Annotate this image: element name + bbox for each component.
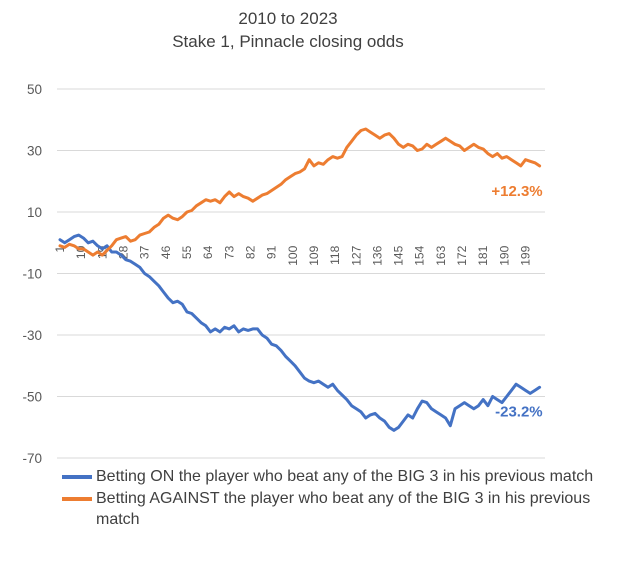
x-tick-label: 136 bbox=[370, 245, 384, 265]
y-tick-label: -30 bbox=[22, 328, 42, 343]
x-tick-label: 145 bbox=[392, 245, 406, 265]
y-tick-label: 30 bbox=[27, 144, 42, 159]
chart-subtitle: Stake 1, Pinnacle closing odds bbox=[172, 32, 404, 51]
legend-swatch-against bbox=[62, 497, 92, 501]
x-tick-label: 190 bbox=[497, 245, 511, 265]
series-line-on bbox=[58, 233, 542, 432]
x-tick-label: 109 bbox=[307, 245, 321, 265]
x-tick-label: 55 bbox=[180, 245, 194, 259]
y-tick-label: 50 bbox=[27, 82, 42, 97]
y-tick-label: -70 bbox=[22, 451, 42, 466]
chart-title: 2010 to 2023 bbox=[238, 9, 337, 28]
legend-label-against: Betting AGAINST the player who beat any … bbox=[96, 490, 591, 528]
legend-label-on: Betting ON the player who beat any of th… bbox=[96, 468, 594, 485]
x-tick-label: 172 bbox=[455, 245, 469, 265]
x-tick-label: 91 bbox=[265, 245, 279, 259]
y-tick-label: 10 bbox=[27, 205, 42, 220]
x-tick-label: 199 bbox=[519, 245, 533, 265]
x-tick-label: 118 bbox=[328, 245, 342, 264]
legend-item-against: Betting AGAINST the player who beat any … bbox=[62, 488, 607, 530]
x-axis-tick-labels: 1 10 19 28 37 46 55 64 73 82 91 100 109 118 127 136 145 1… bbox=[53, 245, 533, 265]
series-end-labels: -23.2% +12.3% bbox=[491, 183, 542, 420]
x-tick-label: 19 bbox=[95, 245, 109, 259]
x-tick-label: 100 bbox=[286, 245, 300, 265]
legend-swatch-on bbox=[62, 475, 92, 479]
x-tick-label: 181 bbox=[476, 245, 490, 265]
x-tick-label: 1 bbox=[53, 245, 67, 252]
x-tick-label: 73 bbox=[222, 245, 236, 259]
x-tick-label: 82 bbox=[243, 245, 257, 259]
y-axis-tick-labels: 50 30 10 -10 -30 -50 -70 bbox=[22, 82, 42, 466]
x-tick-label: 127 bbox=[349, 245, 363, 265]
end-label-on: -23.2% bbox=[495, 403, 543, 420]
x-tick-label: 163 bbox=[434, 245, 448, 265]
series-line-against bbox=[58, 127, 542, 257]
legend-item-on: Betting ON the player who beat any of th… bbox=[62, 466, 607, 487]
x-tick-label: 46 bbox=[159, 245, 173, 259]
legend: Betting ON the player who beat any of th… bbox=[62, 466, 607, 531]
series-lines bbox=[58, 127, 542, 432]
end-label-against: +12.3% bbox=[491, 183, 542, 200]
x-tick-label: 154 bbox=[413, 245, 427, 265]
y-tick-label: -50 bbox=[22, 390, 42, 405]
x-tick-label: 64 bbox=[201, 245, 215, 259]
x-tick-label: 37 bbox=[138, 245, 152, 259]
y-tick-label: -10 bbox=[22, 267, 42, 282]
